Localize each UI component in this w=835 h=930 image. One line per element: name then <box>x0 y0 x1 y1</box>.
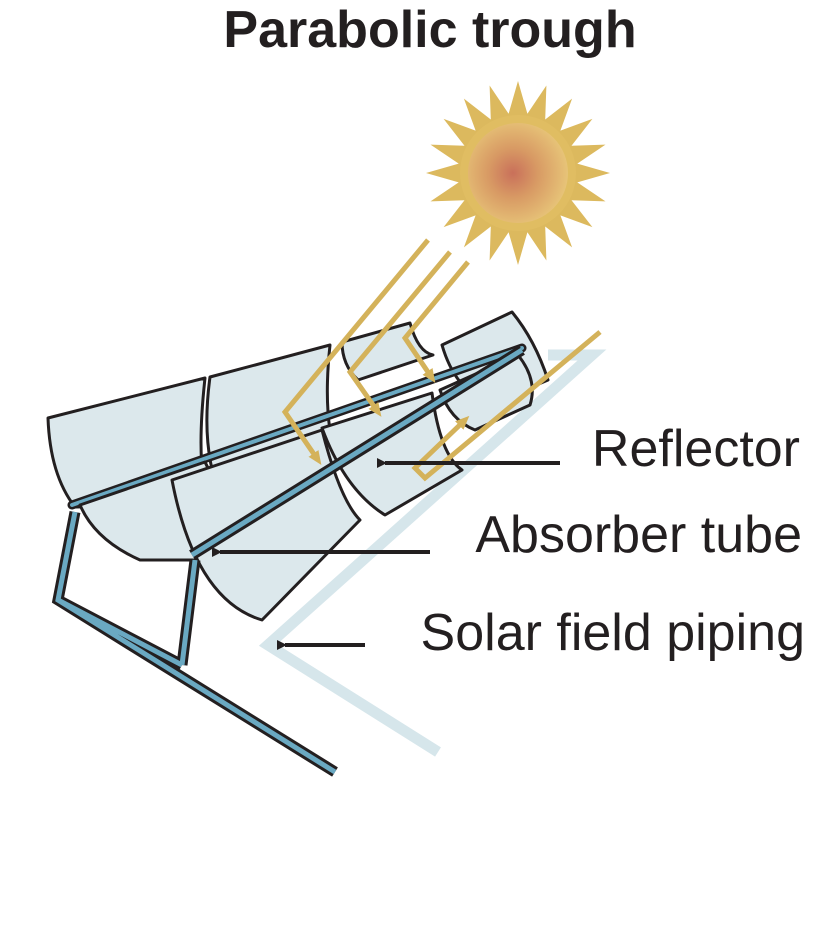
sunlight-ray <box>281 238 430 465</box>
label-absorber-tube: Absorber tube <box>475 506 802 564</box>
sunlight-ray <box>346 250 452 417</box>
sun-icon <box>426 81 610 265</box>
reflector-panel <box>438 353 534 432</box>
pointer-arrows <box>212 458 560 650</box>
absorber-tube-assembly <box>51 345 525 777</box>
reflector-panel <box>340 321 435 382</box>
sunlight-ray <box>411 330 602 482</box>
label-solar-field-piping: Solar field piping <box>421 604 805 662</box>
label-reflector: Reflector <box>592 420 800 478</box>
sunlight-ray <box>401 260 470 383</box>
sunlight-rays <box>281 238 602 482</box>
reflector-front-row <box>78 353 534 622</box>
diagram-title: Parabolic trough <box>223 1 636 59</box>
